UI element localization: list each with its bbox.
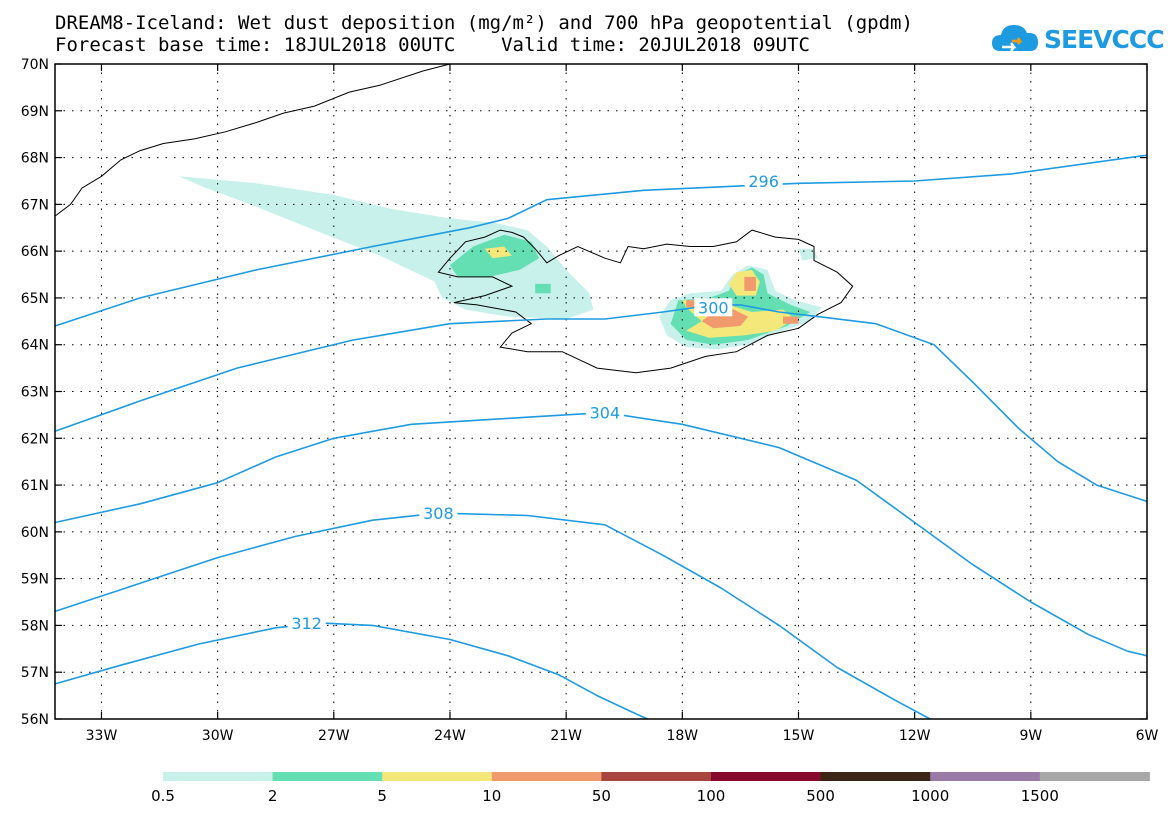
lat-tick-label: 65N bbox=[21, 291, 49, 307]
legend-swatch bbox=[930, 772, 1041, 781]
legend-label: 5 bbox=[377, 787, 387, 805]
map-chart: 296 300 304 308 312 33W 30W 27W 24W 21W 18W 15W 12W… bbox=[21, 57, 1159, 744]
lat-tick-label: 70N bbox=[21, 57, 49, 73]
cloud-icon bbox=[992, 25, 1038, 52]
tick-layer: 33W 30W 27W 24W 21W 18W 15W 12W 9W 6W 56N 57N 58N 59N… bbox=[21, 57, 1159, 744]
legend-label: 100 bbox=[697, 787, 726, 805]
legend-label: 10 bbox=[482, 787, 501, 805]
map-frame bbox=[54, 63, 1148, 720]
lat-tick-label: 59N bbox=[21, 572, 49, 588]
grid-layer bbox=[55, 64, 1147, 719]
legend-swatch bbox=[1039, 772, 1150, 781]
color-legend: 0.5 2 5 10 50 100 500 1000 1500 bbox=[151, 772, 1150, 805]
contour-label-bg bbox=[744, 171, 783, 190]
contour-layer: 296 300 304 308 312 bbox=[54, 154, 1148, 720]
lat-tick-label: 67N bbox=[21, 197, 49, 213]
lat-tick-label: 57N bbox=[21, 665, 49, 681]
contour-line-296 bbox=[54, 154, 1148, 327]
map-subtitle: Forecast base time: 18JUL2018 00UTC Vali… bbox=[55, 34, 810, 56]
dust-area-2-5 bbox=[535, 283, 551, 294]
lon-tick-label: 24W bbox=[434, 728, 466, 744]
lon-tick-label: 9W bbox=[1019, 728, 1042, 744]
legend-swatch bbox=[163, 772, 274, 781]
contour-label-296: 296 bbox=[748, 172, 779, 191]
contour-label-bg bbox=[694, 298, 733, 317]
lat-tick-label: 63N bbox=[21, 385, 49, 401]
contour-label-bg bbox=[287, 614, 326, 633]
lon-tick-label: 27W bbox=[318, 728, 350, 744]
lat-tick-label: 56N bbox=[21, 712, 49, 728]
contour-label-308: 308 bbox=[423, 504, 454, 523]
legend-swatch bbox=[272, 772, 383, 781]
contour-label-bg bbox=[585, 403, 624, 422]
legend-swatch bbox=[601, 772, 712, 781]
logo-text: SEEVCCC bbox=[1044, 25, 1165, 54]
contour-line-308 bbox=[54, 512, 931, 720]
contour-line-304 bbox=[54, 411, 1148, 657]
lon-tick-label: 33W bbox=[86, 728, 118, 744]
lon-tick-label: 15W bbox=[783, 728, 815, 744]
legend-swatch bbox=[711, 772, 822, 781]
lon-tick-label: 21W bbox=[550, 728, 582, 744]
legend-label: 1000 bbox=[911, 787, 949, 805]
legend-label: 0.5 bbox=[151, 787, 175, 805]
contour-label-304: 304 bbox=[590, 404, 621, 423]
legend-label: 50 bbox=[592, 787, 611, 805]
contour-label-bg bbox=[419, 504, 458, 523]
legend-swatch bbox=[820, 772, 931, 781]
lon-tick-label: 12W bbox=[899, 728, 931, 744]
lon-tick-label: 18W bbox=[666, 728, 698, 744]
lat-tick-label: 66N bbox=[21, 244, 49, 260]
lat-tick-label: 69N bbox=[21, 104, 49, 120]
lat-tick-label: 60N bbox=[21, 525, 49, 541]
lat-tick-label: 62N bbox=[21, 431, 49, 447]
legend-label: 2 bbox=[268, 787, 278, 805]
legend-label: 500 bbox=[806, 787, 835, 805]
iceland-coastline bbox=[437, 229, 854, 374]
dust-area-10-11 bbox=[783, 316, 799, 324]
dust-area-5-6 bbox=[484, 246, 512, 259]
legend-swatch bbox=[382, 772, 493, 781]
lon-tick-label: 30W bbox=[202, 728, 234, 744]
coastline-layer bbox=[54, 63, 854, 374]
contour-label-300: 300 bbox=[698, 298, 729, 317]
lat-tick-label: 61N bbox=[21, 478, 49, 494]
lon-tick-label: 6W bbox=[1136, 728, 1159, 744]
lat-tick-label: 64N bbox=[21, 338, 49, 354]
dust-area-0.5-0 bbox=[178, 176, 594, 319]
contour-line-300 bbox=[54, 304, 1148, 503]
map-title: DREAM8-Iceland: Wet dust deposition (mg/… bbox=[55, 12, 913, 34]
legend-swatch bbox=[491, 772, 602, 781]
contour-label-312: 312 bbox=[291, 614, 322, 633]
contour-line-312 bbox=[54, 622, 648, 720]
seevccc-logo: SEEVCCC bbox=[990, 17, 1165, 61]
greenland-coastline bbox=[54, 63, 451, 217]
dust-area-0.5-2 bbox=[798, 248, 818, 261]
lat-tick-label: 68N bbox=[21, 151, 49, 167]
legend-label: 1500 bbox=[1021, 787, 1059, 805]
lat-tick-label: 58N bbox=[21, 618, 49, 634]
dust-area-10-10 bbox=[744, 276, 756, 291]
dust-layer bbox=[178, 176, 822, 350]
